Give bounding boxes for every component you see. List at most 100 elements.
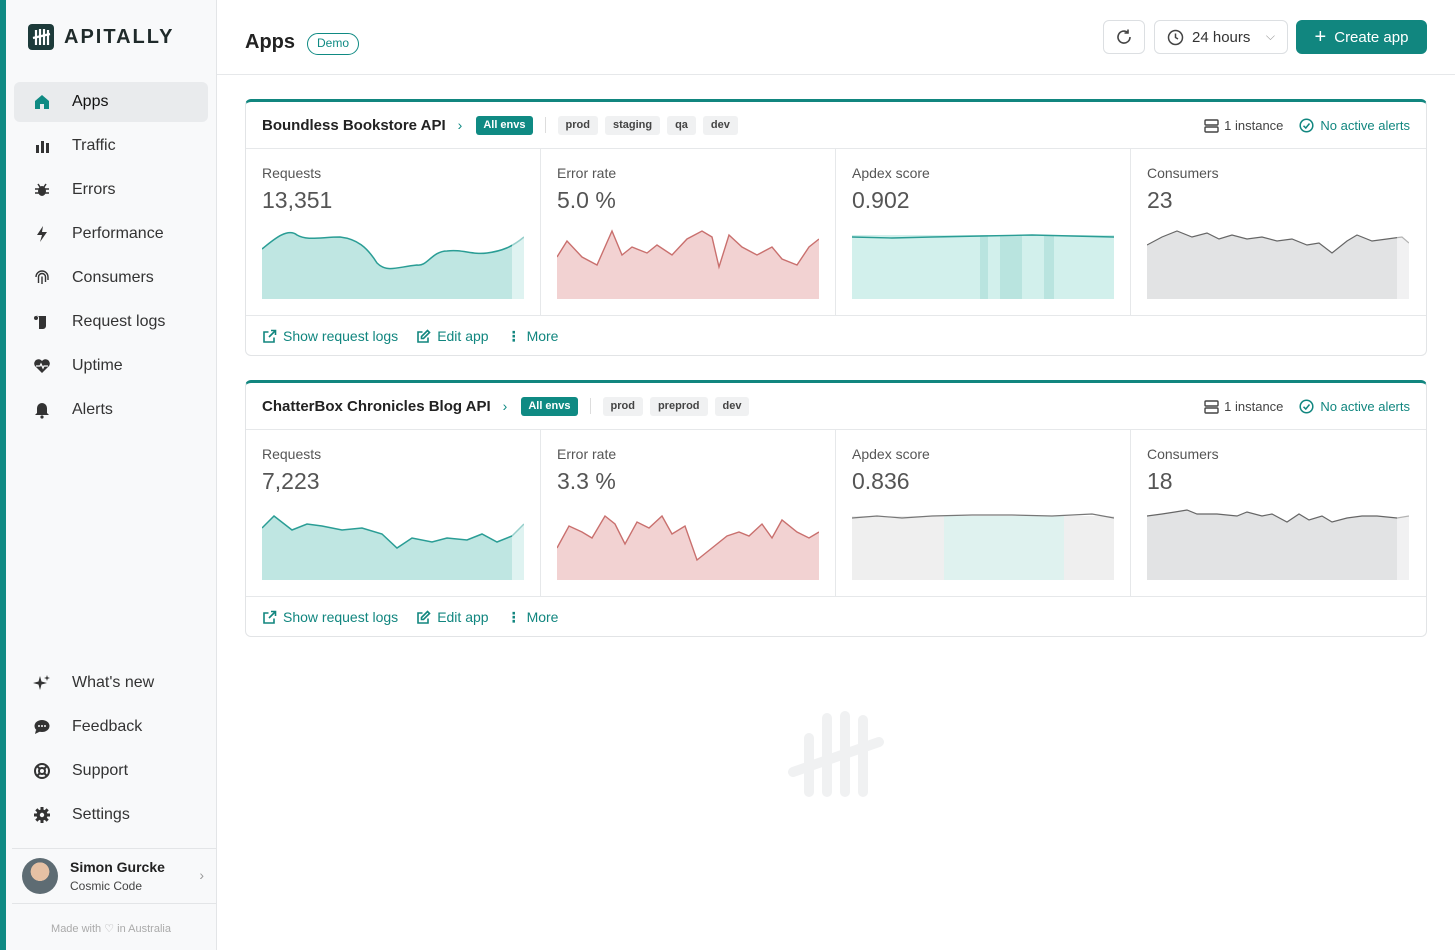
action-label: More xyxy=(526,609,559,625)
create-app-button[interactable]: + Create app xyxy=(1296,20,1427,54)
env-filter-dev[interactable]: dev xyxy=(714,396,750,416)
sidebar-item-consumers[interactable]: Consumers xyxy=(14,258,208,298)
sidebar-item-alerts[interactable]: Alerts xyxy=(14,390,208,430)
metric-label: Error rate xyxy=(557,446,617,462)
app-card: Boundless Bookstore API › All envs prod … xyxy=(245,99,1427,356)
metric-label: Apdex score xyxy=(852,446,930,462)
app-name-link[interactable]: ChatterBox Chronicles Blog API xyxy=(262,397,491,415)
metric-consumers[interactable]: Consumers 23 xyxy=(1131,149,1426,315)
chevron-right-icon[interactable]: › xyxy=(457,117,463,133)
home-icon xyxy=(32,92,52,112)
plus-icon: + xyxy=(1314,26,1327,48)
avatar xyxy=(22,858,58,894)
metric-error-rate[interactable]: Error rate 3.3 % xyxy=(541,430,836,596)
more-menu-button[interactable]: ⋮ More xyxy=(507,609,559,626)
env-filter-staging[interactable]: staging xyxy=(604,115,661,135)
instances-count: 1 instance xyxy=(1224,399,1284,414)
edit-app-link[interactable]: Edit app xyxy=(416,328,489,344)
sidebar-item-settings[interactable]: Settings xyxy=(14,795,208,835)
refresh-icon xyxy=(1117,29,1131,44)
chat-bubble-icon xyxy=(32,717,52,737)
env-filter-preprod[interactable]: preprod xyxy=(649,396,708,416)
sidebar-item-performance[interactable]: Performance xyxy=(14,214,208,254)
more-menu-button[interactable]: ⋮ More xyxy=(507,328,559,345)
scroll-icon xyxy=(32,312,52,332)
instances-indicator[interactable]: 1 instance xyxy=(1204,118,1283,133)
requests-sparkline xyxy=(262,508,524,580)
heartbeat-icon xyxy=(32,356,52,376)
alerts-status[interactable]: No active alerts xyxy=(1299,399,1410,414)
env-filter-all[interactable]: All envs xyxy=(521,396,578,416)
edit-icon xyxy=(417,328,431,343)
sidebar-item-label: Support xyxy=(72,762,129,779)
sidebar-item-apps[interactable]: Apps xyxy=(14,82,208,122)
metric-error-rate[interactable]: Error rate 5.0 % xyxy=(541,149,836,315)
metrics-row: Requests 13,351 Error rate 5.0 % Apdex s… xyxy=(246,149,1426,316)
metric-value: 3.3 % xyxy=(557,468,616,494)
metric-apdex[interactable]: Apdex score 0.902 xyxy=(836,149,1131,315)
accent-strip xyxy=(0,0,6,950)
instances-indicator[interactable]: 1 instance xyxy=(1204,399,1283,414)
show-request-logs-link[interactable]: Show request logs xyxy=(262,609,398,625)
kebab-icon: ⋮ xyxy=(506,608,521,625)
metric-value: 13,351 xyxy=(262,187,333,213)
metric-label: Consumers xyxy=(1147,446,1219,462)
period-select[interactable]: 24 hours ⌵ xyxy=(1154,20,1288,54)
app-name-link[interactable]: Boundless Bookstore API xyxy=(262,116,446,134)
sidebar-item-feedback[interactable]: Feedback xyxy=(14,707,208,747)
demo-badge: Demo xyxy=(307,33,360,55)
refresh-button[interactable] xyxy=(1103,20,1145,54)
main-content: Apps Demo 24 hours ⌵ + Create app Boundl… xyxy=(217,0,1455,950)
logo[interactable]: APITALLY xyxy=(28,24,174,50)
edit-icon xyxy=(417,609,431,624)
create-app-label: Create app xyxy=(1334,28,1409,46)
sidebar-item-label: Consumers xyxy=(72,269,154,286)
sidebar-item-whats-new[interactable]: What's new xyxy=(14,663,208,703)
metric-label: Consumers xyxy=(1147,165,1219,181)
chevron-right-icon: › xyxy=(199,867,204,883)
logo-watermark-icon xyxy=(788,711,884,797)
env-filter-prod[interactable]: prod xyxy=(602,396,643,416)
env-filter-prod[interactable]: prod xyxy=(557,115,598,135)
metric-label: Requests xyxy=(262,446,322,462)
sidebar-item-traffic[interactable]: Traffic xyxy=(14,126,208,166)
logo-text: APITALLY xyxy=(64,25,175,48)
edit-app-link[interactable]: Edit app xyxy=(416,609,489,625)
env-filter-all[interactable]: All envs xyxy=(476,115,533,135)
metric-label: Requests xyxy=(262,165,322,181)
instances-count: 1 instance xyxy=(1224,118,1284,133)
logo-icon xyxy=(28,24,54,50)
period-value: 24 hours xyxy=(1192,28,1251,46)
app-card-actions: Show request logs Edit app ⋮ More xyxy=(246,597,1426,637)
env-filter-qa[interactable]: qa xyxy=(667,115,696,135)
sidebar-item-uptime[interactable]: Uptime xyxy=(14,346,208,386)
lightning-icon xyxy=(32,224,52,244)
check-circle-icon xyxy=(1299,118,1314,133)
sidebar-item-errors[interactable]: Errors xyxy=(14,170,208,210)
user-name: Simon Gurcke xyxy=(70,859,165,875)
metric-apdex[interactable]: Apdex score 0.836 xyxy=(836,430,1131,596)
metric-value: 0.836 xyxy=(852,468,910,494)
metric-requests[interactable]: Requests 13,351 xyxy=(246,149,541,315)
action-label: Edit app xyxy=(437,609,489,625)
show-request-logs-link[interactable]: Show request logs xyxy=(262,328,398,344)
metric-value: 0.902 xyxy=(852,187,910,213)
sidebar-nav: Apps Traffic Errors Performance Consumer… xyxy=(14,82,208,434)
sidebar-item-label: Performance xyxy=(72,225,164,242)
alerts-status[interactable]: No active alerts xyxy=(1299,118,1410,133)
metric-consumers[interactable]: Consumers 18 xyxy=(1131,430,1426,596)
sidebar-item-request-logs[interactable]: Request logs xyxy=(14,302,208,342)
gear-icon xyxy=(32,805,52,825)
sidebar-item-support[interactable]: Support xyxy=(14,751,208,791)
consumers-sparkline xyxy=(1147,508,1409,580)
chevron-right-icon[interactable]: › xyxy=(502,398,508,414)
metric-label: Error rate xyxy=(557,165,617,181)
sidebar-item-label: What's new xyxy=(72,674,155,691)
lifebuoy-icon xyxy=(32,761,52,781)
fingerprint-icon xyxy=(32,268,52,288)
metric-value: 5.0 % xyxy=(557,187,616,213)
user-menu[interactable]: Simon Gurcke Cosmic Code › xyxy=(12,848,216,904)
app-card-header: ChatterBox Chronicles Blog API › All env… xyxy=(246,383,1426,430)
env-filter-dev[interactable]: dev xyxy=(702,115,738,135)
metric-requests[interactable]: Requests 7,223 xyxy=(246,430,541,596)
